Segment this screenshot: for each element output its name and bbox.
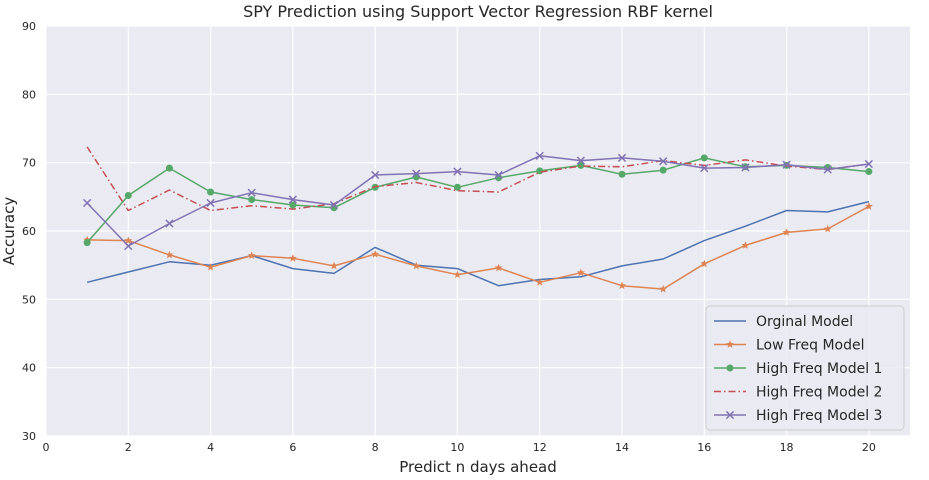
- x-tick-label: 12: [533, 441, 547, 454]
- data-point: [823, 224, 832, 233]
- data-point: [247, 251, 256, 259]
- data-point: [124, 191, 132, 199]
- data-point: [782, 228, 791, 236]
- data-point: [412, 169, 421, 178]
- y-axis-label: Accuracy: [0, 197, 18, 266]
- data-point: [165, 164, 173, 172]
- x-tick-label: 2: [125, 441, 132, 454]
- data-point: [782, 160, 791, 169]
- x-tick-label: 16: [697, 441, 711, 454]
- x-tick-label: 14: [615, 441, 629, 454]
- legend-item: High Freq Model 1: [714, 361, 882, 377]
- series-line: [87, 205, 870, 290]
- data-point: [453, 270, 462, 279]
- data-point: [453, 183, 461, 191]
- legend: Orginal Model Low Freq Model High Freq Mod…: [705, 305, 905, 431]
- data-point: [726, 340, 734, 348]
- data-point: [726, 364, 734, 372]
- data-point: [371, 170, 380, 180]
- legend-label: High Freq Model 1: [756, 361, 882, 377]
- chart-title: SPY Prediction using Support Vector Regr…: [243, 2, 713, 21]
- series-1: [86, 200, 870, 287]
- series-line: [86, 157, 869, 244]
- legend-label: High Freq Model 2: [756, 385, 882, 401]
- series-group: [83, 146, 873, 293]
- y-tick-label: 60: [22, 225, 36, 238]
- data-point: [659, 284, 668, 293]
- data-point: [700, 154, 708, 162]
- legend-item: High Freq Model 3: [714, 408, 882, 424]
- data-point: [288, 254, 297, 262]
- data-point: [576, 156, 585, 165]
- data-point: [741, 241, 750, 249]
- data-point: [371, 250, 380, 258]
- y-axis: 30 40 50 60 70 80 90: [22, 20, 36, 443]
- y-tick-label: 40: [22, 362, 36, 375]
- legend-item: Orginal Model: [714, 314, 853, 330]
- data-point: [288, 195, 297, 204]
- legend-label: High Freq Model 3: [756, 408, 882, 424]
- x-tick-label: 8: [372, 441, 379, 454]
- data-point: [659, 166, 667, 174]
- data-point: [330, 261, 338, 270]
- data-point: [618, 170, 626, 178]
- data-point: [207, 188, 215, 196]
- series-5: [83, 151, 873, 251]
- data-point: [83, 239, 91, 247]
- y-tick-label: 50: [22, 293, 36, 306]
- y-tick-label: 70: [22, 157, 36, 170]
- data-point: [289, 201, 297, 209]
- data-point: [535, 278, 544, 286]
- y-tick-label: 90: [22, 20, 36, 33]
- data-point: [617, 153, 627, 163]
- x-axis: 0 2 4 6 8 10 12 14 16 18 20: [43, 441, 876, 454]
- series-line: [86, 146, 869, 212]
- data-point: [618, 281, 626, 290]
- data-point: [124, 236, 133, 244]
- data-point: [206, 263, 215, 271]
- data-point: [494, 263, 503, 272]
- series-4: [86, 146, 869, 212]
- data-point: [725, 410, 735, 420]
- legend-item: Low Freq Model: [714, 338, 865, 354]
- data-point: [700, 164, 709, 173]
- data-point: [83, 198, 92, 208]
- y-tick-label: 30: [22, 430, 36, 443]
- data-point: [206, 198, 215, 208]
- y-tick-label: 80: [22, 88, 36, 101]
- data-point: [865, 168, 873, 176]
- data-point: [864, 202, 873, 210]
- data-point: [248, 196, 256, 204]
- x-tick-label: 20: [862, 441, 876, 454]
- data-point: [453, 167, 462, 176]
- legend-label: Low Freq Model: [756, 338, 865, 354]
- data-point: [864, 159, 873, 169]
- data-point: [577, 161, 585, 169]
- legend-label: Orginal Model: [756, 314, 853, 330]
- data-point: [700, 259, 709, 268]
- x-tick-label: 0: [43, 441, 50, 454]
- data-point: [247, 188, 256, 197]
- data-point: [124, 241, 133, 251]
- data-point: [823, 165, 832, 174]
- x-axis-label: Predict n days ahead: [399, 458, 557, 476]
- x-tick-label: 4: [207, 441, 214, 454]
- data-point: [165, 219, 174, 228]
- data-point: [576, 268, 585, 277]
- data-point: [494, 170, 503, 180]
- data-point: [741, 163, 750, 172]
- data-point: [329, 200, 339, 210]
- legend-item: High Freq Model 2: [714, 385, 882, 401]
- x-tick-label: 10: [450, 441, 464, 454]
- x-tick-label: 18: [780, 441, 794, 454]
- data-point: [412, 261, 421, 270]
- data-point: [535, 151, 544, 160]
- x-tick-label: 6: [289, 441, 296, 454]
- series-line: [86, 155, 869, 247]
- series-line: [86, 200, 870, 287]
- legend-box: [705, 305, 905, 431]
- data-point: [165, 250, 174, 259]
- data-point: [659, 157, 668, 166]
